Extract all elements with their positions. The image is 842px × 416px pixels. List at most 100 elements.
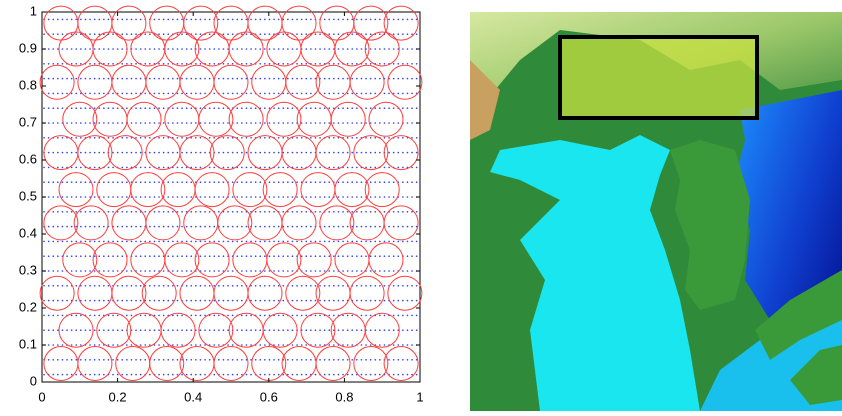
- circle-marker: [282, 206, 316, 240]
- circle-marker: [214, 346, 248, 380]
- circle-marker: [195, 173, 229, 207]
- circle-marker: [350, 206, 384, 240]
- x-tick-label: 0.4: [184, 389, 202, 404]
- circle-marker: [180, 276, 214, 310]
- y-tick-label: 0.8: [19, 77, 37, 92]
- page: 0 0.1 0.2 0.3 0.4 0.5 0.6 0.7 0.8 0.9 1 0 0.2 0.4 0.6 0…: [0, 0, 842, 416]
- circle-marker: [316, 65, 350, 99]
- circle-marker: [233, 173, 267, 207]
- circle-marker: [335, 243, 369, 277]
- circle-marker: [165, 243, 199, 277]
- circle-marker: [335, 173, 369, 207]
- circle-marker: [384, 6, 418, 40]
- circle-marker: [233, 243, 267, 277]
- circle-marker: [161, 173, 195, 207]
- circle-marker: [146, 65, 180, 99]
- terrain-map: [470, 12, 842, 411]
- circle-marker: [252, 65, 286, 99]
- circle-marker: [267, 102, 301, 136]
- circle-marker: [286, 276, 320, 310]
- circle-marker: [297, 102, 331, 136]
- circle-marker: [78, 346, 112, 380]
- circle-marker: [74, 206, 108, 240]
- x-tick-label: 0.6: [260, 389, 278, 404]
- y-tick-label: 1: [30, 3, 37, 18]
- circle-marker: [218, 206, 252, 240]
- circle-marker: [112, 65, 146, 99]
- circle-marker: [165, 102, 199, 136]
- circle-marker: [350, 276, 384, 310]
- x-tick-label: 1: [416, 389, 423, 404]
- y-tick-label: 0.1: [19, 336, 37, 351]
- circle-marker: [297, 243, 331, 277]
- circle-marker: [214, 276, 248, 310]
- circle-marker: [150, 6, 184, 40]
- circle-marker: [116, 346, 150, 380]
- circle-marker: [146, 206, 180, 240]
- circle-marker: [316, 346, 350, 380]
- circle-marker: [214, 65, 248, 99]
- y-tick-label: 0.4: [19, 225, 37, 240]
- circle-marker: [78, 65, 112, 99]
- circle-marker: [248, 206, 282, 240]
- circle-marker: [388, 276, 422, 310]
- circle-marker: [59, 173, 93, 207]
- y-tick-label: 0.9: [19, 40, 37, 55]
- x-tick-label: 0.2: [109, 389, 127, 404]
- circle-marker: [44, 6, 78, 40]
- circle-marker: [199, 102, 233, 136]
- circle-marker: [384, 346, 418, 380]
- circle-marker: [320, 206, 354, 240]
- circle-marker: [44, 206, 78, 240]
- circle-marker: [112, 6, 146, 40]
- circle-marker: [267, 243, 301, 277]
- circle-marker: [78, 276, 112, 310]
- y-tick-label: 0.3: [19, 262, 37, 277]
- circle-marker: [78, 6, 112, 40]
- figure: 0 0.1 0.2 0.3 0.4 0.5 0.6 0.7 0.8 0.9 1 0 0.2 0.4 0.6 0…: [0, 0, 842, 411]
- y-tick-label: 0.7: [19, 114, 37, 129]
- circle-marker: [112, 206, 146, 240]
- circle-marker: [282, 346, 316, 380]
- circle-marker: [248, 276, 282, 310]
- x-tick-label: 0: [38, 389, 45, 404]
- circle-marker: [93, 243, 127, 277]
- circle-marker: [44, 346, 78, 380]
- circle-marker: [248, 6, 282, 40]
- circle-marker: [301, 173, 335, 207]
- circle-marker: [63, 102, 97, 136]
- circle-marker: [180, 65, 214, 99]
- y-tick-label: 0: [30, 373, 37, 388]
- circle-marker: [282, 6, 316, 40]
- circle-marker: [384, 206, 418, 240]
- circle-marker: [195, 243, 229, 277]
- x-tick-label: 0.8: [335, 389, 353, 404]
- y-tick-label: 0.6: [19, 151, 37, 166]
- circle-marker: [93, 102, 127, 136]
- circle-marker: [112, 276, 146, 310]
- circle-marker: [131, 243, 165, 277]
- circle-marker: [331, 102, 365, 136]
- circle-marker: [354, 6, 388, 40]
- y-tick-label: 0.2: [19, 299, 37, 314]
- circle-marker: [263, 173, 297, 207]
- circle-marker: [369, 102, 403, 136]
- circle-marker: [131, 173, 165, 207]
- circle-marker: [40, 65, 74, 99]
- circle-marker: [127, 102, 161, 136]
- circle-marker: [286, 65, 320, 99]
- circle-marker: [369, 243, 403, 277]
- study-region: [560, 37, 757, 118]
- circle-marker: [180, 346, 214, 380]
- circle-marker: [350, 65, 384, 99]
- circle-marker: [320, 6, 354, 40]
- circle-marker: [63, 243, 97, 277]
- circle-marker: [252, 346, 286, 380]
- circle-marker: [184, 6, 218, 40]
- y-tick-label: 0.5: [19, 188, 37, 203]
- circle-marker: [388, 65, 422, 99]
- circle-marker: [40, 276, 74, 310]
- circle-marker: [214, 6, 248, 40]
- circle-marker: [229, 102, 263, 136]
- circle-marker: [150, 346, 184, 380]
